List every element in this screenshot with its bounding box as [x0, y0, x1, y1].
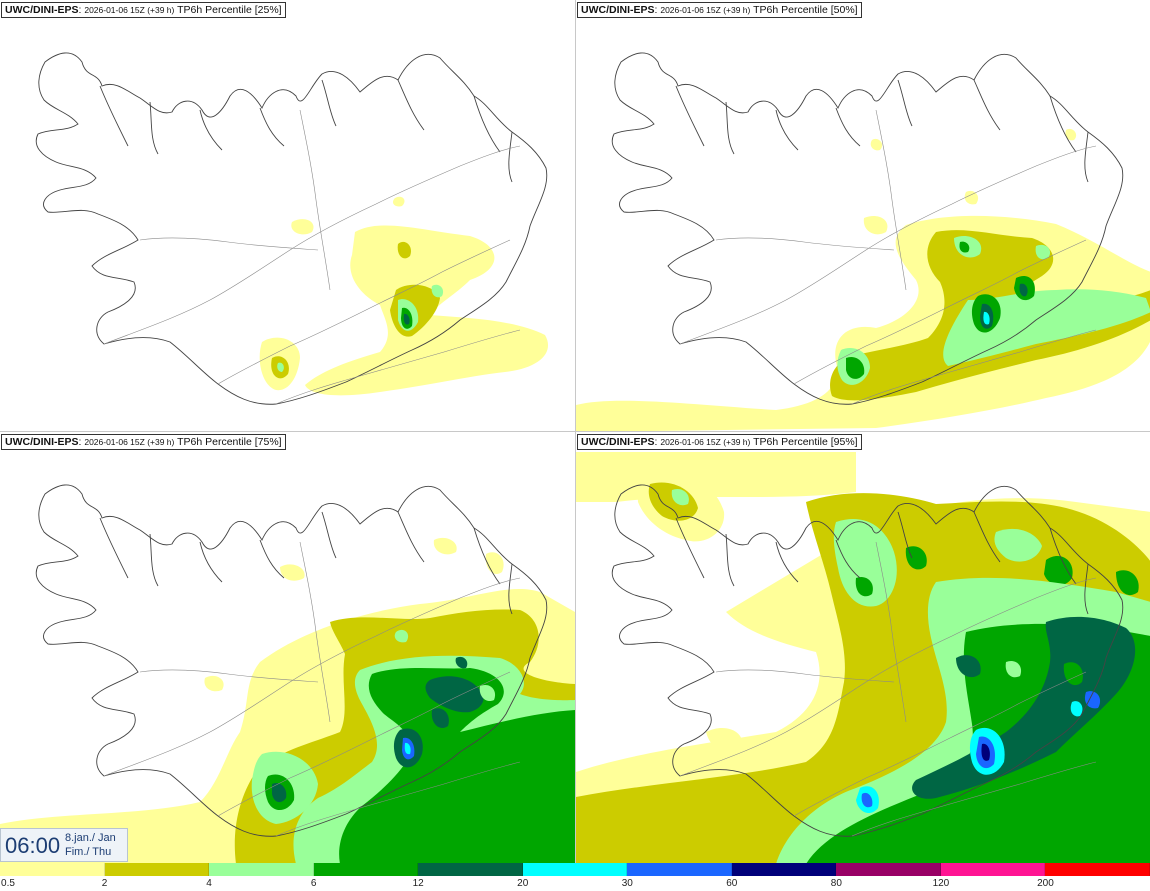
- precip-layer: [576, 128, 1150, 431]
- precip-layer: [0, 537, 575, 863]
- precip-map: [0, 484, 575, 863]
- valid-time-clock: 06:00: [5, 833, 61, 858]
- model-name: UWC/DINI-EPS: [581, 436, 655, 448]
- run-time: 2026-01-06 15Z (+39 h): [660, 5, 751, 15]
- legend-color-bar: [0, 863, 1150, 876]
- precip-layer: [576, 452, 1150, 863]
- map-panel-p25: UWC/DINI-EPS: 2026-01-06 15Z (+39 h) TP6…: [0, 0, 575, 431]
- roads: [103, 541, 521, 837]
- map-panel-p50: UWC/DINI-EPS: 2026-01-06 15Z (+39 h) TP6…: [575, 0, 1150, 431]
- map-panel-p75: UWC/DINI-EPS: 2026-01-06 15Z (+39 h) TP6…: [0, 431, 575, 863]
- legend-tick-label: 0.5: [1, 878, 15, 889]
- legend-swatch: [627, 863, 732, 876]
- model-name: UWC/DINI-EPS: [5, 4, 79, 16]
- legend-tick-label: 80: [830, 878, 842, 889]
- field-name: TP6h Percentile [25%]: [177, 4, 282, 16]
- valid-time-date: 8.jan./ Jan: [65, 832, 116, 844]
- coastline: [611, 52, 1124, 405]
- legend-swatch: [940, 863, 1046, 876]
- legend-swatch: [313, 863, 419, 876]
- legend-swatch: [104, 863, 210, 876]
- legend-tick-label: 120: [932, 878, 950, 889]
- field-name: TP6h Percentile [50%]: [753, 4, 858, 16]
- panel-title: UWC/DINI-EPS: 2026-01-06 15Z (+39 h) TP6…: [1, 434, 286, 450]
- color-legend: 0.5 2 4 6 12 20 30 60 80 120 200: [0, 863, 1150, 891]
- model-name: UWC/DINI-EPS: [5, 436, 79, 448]
- legend-tick-label: 20: [517, 878, 529, 889]
- legend-swatch: [522, 863, 628, 876]
- legend-labels: 0.5 2 4 6 12 20 30 60 80 120 200: [0, 877, 1150, 891]
- legend-swatch: [1045, 863, 1150, 876]
- legend-swatch: [731, 863, 837, 876]
- legend-swatch: [209, 863, 314, 876]
- precip-map: [576, 52, 1150, 431]
- legend-tick-label: 2: [101, 878, 108, 889]
- run-time: 2026-01-06 15Z (+39 h): [660, 437, 751, 447]
- legend-swatch: [0, 863, 105, 876]
- legend-swatch: [836, 863, 941, 876]
- field-name: TP6h Percentile [95%]: [753, 436, 858, 448]
- precip-map: [576, 452, 1150, 863]
- panel-title: UWC/DINI-EPS: 2026-01-06 15Z (+39 h) TP6…: [577, 434, 862, 450]
- precip-layer: [259, 196, 549, 396]
- coastline: [35, 484, 548, 837]
- valid-time-day: Fim./ Thu: [65, 846, 112, 858]
- legend-tick-label: 4: [206, 878, 212, 889]
- panel-title: UWC/DINI-EPS: 2026-01-06 15Z (+39 h) TP6…: [577, 2, 862, 18]
- legend-tick-label: 60: [726, 878, 738, 889]
- coastline: [35, 52, 548, 405]
- roads: [679, 109, 1097, 405]
- panel-title: UWC/DINI-EPS: 2026-01-06 15Z (+39 h) TP6…: [1, 2, 286, 18]
- run-time: 2026-01-06 15Z (+39 h): [84, 437, 175, 447]
- legend-tick-label: 30: [621, 878, 633, 889]
- model-name: UWC/DINI-EPS: [581, 4, 655, 16]
- legend-tick-label: 6: [310, 878, 317, 889]
- legend-swatch: [418, 863, 523, 876]
- legend-tick-label: 12: [412, 878, 424, 889]
- roads: [679, 541, 1097, 837]
- precip-map: [35, 52, 549, 405]
- field-name: TP6h Percentile [75%]: [177, 436, 282, 448]
- roads: [103, 109, 521, 405]
- map-panel-p95: UWC/DINI-EPS: 2026-01-06 15Z (+39 h) TP6…: [575, 431, 1150, 863]
- legend-tick-label: 200: [1037, 878, 1054, 889]
- valid-time-box: 06:00 8.jan./ Jan Fim./ Thu: [0, 828, 128, 862]
- run-time: 2026-01-06 15Z (+39 h): [84, 5, 175, 15]
- coastline: [611, 484, 1124, 837]
